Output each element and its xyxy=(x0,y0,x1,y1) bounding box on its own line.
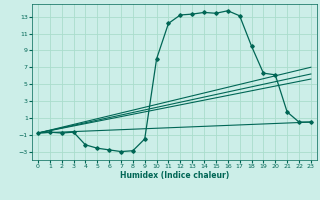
X-axis label: Humidex (Indice chaleur): Humidex (Indice chaleur) xyxy=(120,171,229,180)
